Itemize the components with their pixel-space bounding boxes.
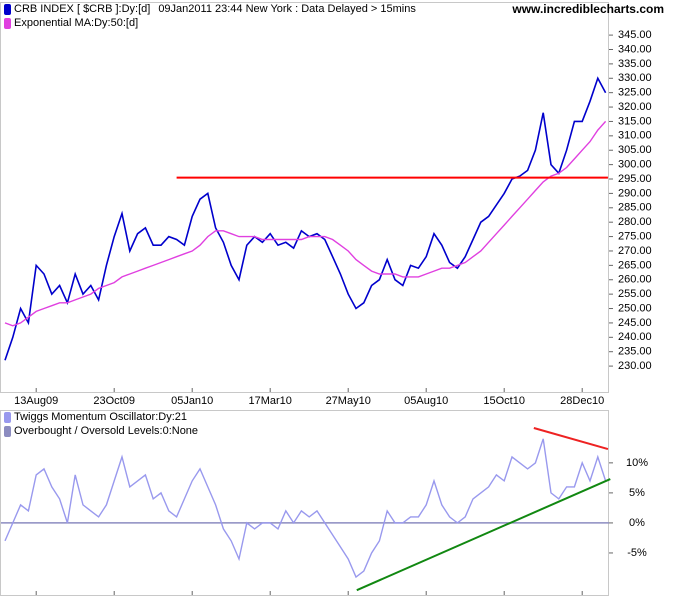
series-line (4, 120, 607, 327)
watermark: www.incrediblecharts.com (511, 2, 664, 16)
legend-label: Twiggs Momentum Oscillator:Dy:21 (14, 411, 187, 423)
subtitle: 09Jan2011 23:44 New York : Data Delayed … (158, 3, 416, 15)
legend-label: Exponential MA:Dy:50:[d] (14, 17, 138, 29)
y-tick-label: 275.00 (618, 230, 652, 242)
y-tick-label: 340.00 (618, 43, 652, 55)
y-tick-label: 280.00 (618, 216, 652, 228)
y-tick-label: 10% (626, 457, 648, 469)
y-tick-label: 325.00 (618, 87, 652, 99)
panel-frame (0, 410, 609, 596)
x-tick-label: 05Jan10 (171, 395, 213, 407)
y-tick-label: 330.00 (618, 72, 652, 84)
y-tick-label: 230.00 (618, 360, 652, 372)
x-tick-label: 15Oct10 (483, 395, 525, 407)
y-tick-label: 245.00 (618, 317, 652, 329)
panel-frame (0, 2, 609, 393)
trendline (533, 427, 609, 451)
y-tick-label: 335.00 (618, 58, 652, 70)
legend-swatch (4, 18, 11, 29)
y-tick-label: 315.00 (618, 115, 652, 127)
y-tick-label: 235.00 (618, 346, 652, 358)
y-tick-label: 265.00 (618, 259, 652, 271)
y-tick-label: 285.00 (618, 202, 652, 214)
legend-label: CRB INDEX [ $CRB ]:Dy:[d] (14, 3, 150, 15)
series-line (4, 76, 607, 361)
y-tick-label: 270.00 (618, 245, 652, 257)
y-tick-label: 240.00 (618, 331, 652, 343)
y-tick-label: 5% (629, 487, 645, 499)
y-tick-label: 260.00 (618, 274, 652, 286)
y-tick-label: 0% (629, 517, 645, 529)
x-tick-label: 27May10 (326, 395, 371, 407)
series-line (4, 438, 607, 579)
y-tick-label: -5% (627, 547, 647, 559)
x-tick-label: 28Dec10 (560, 395, 604, 407)
legend-swatch (4, 412, 11, 423)
y-tick-label: 305.00 (618, 144, 652, 156)
y-tick-label: 295.00 (618, 173, 652, 185)
legend-label: Overbought / Oversold Levels:0:None (14, 425, 198, 437)
y-tick-label: 310.00 (618, 130, 652, 142)
y-tick-label: 250.00 (618, 302, 652, 314)
legend-swatch (4, 4, 11, 15)
x-tick-label: 13Aug09 (14, 395, 58, 407)
x-tick-label: 23Oct09 (93, 395, 135, 407)
y-tick-label: 300.00 (618, 159, 652, 171)
y-tick-label: 255.00 (618, 288, 652, 300)
trendline (356, 478, 611, 592)
y-tick-label: 345.00 (618, 29, 652, 41)
x-tick-label: 17Mar10 (248, 395, 291, 407)
y-tick-label: 320.00 (618, 101, 652, 113)
x-tick-label: 05Aug10 (404, 395, 448, 407)
legend-swatch (4, 426, 11, 437)
y-tick-label: 290.00 (618, 187, 652, 199)
